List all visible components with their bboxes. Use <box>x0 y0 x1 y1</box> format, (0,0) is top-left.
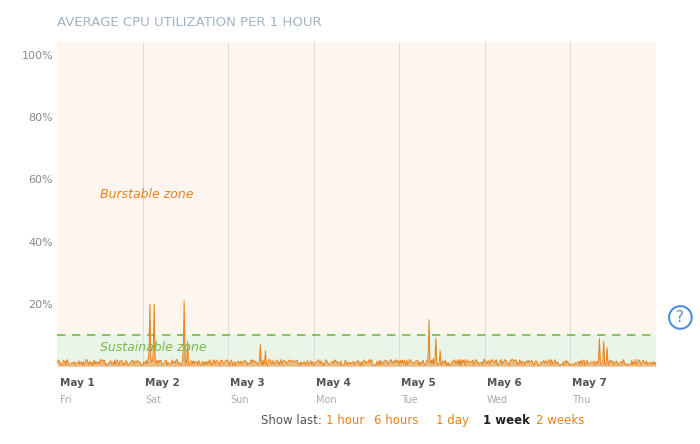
Text: Wed: Wed <box>487 395 508 405</box>
Text: May 2: May 2 <box>145 378 180 388</box>
Text: ?: ? <box>676 310 685 325</box>
Text: May 5: May 5 <box>402 378 436 388</box>
Text: Burstable zone: Burstable zone <box>100 188 194 202</box>
Text: 1 day: 1 day <box>436 414 469 427</box>
Text: May 1: May 1 <box>60 378 94 388</box>
Text: May 6: May 6 <box>487 378 522 388</box>
Text: 6 hours: 6 hours <box>374 414 419 427</box>
Text: Sat: Sat <box>145 395 161 405</box>
Text: Fri: Fri <box>60 395 71 405</box>
Text: May 7: May 7 <box>573 378 608 388</box>
Text: May 3: May 3 <box>230 378 265 388</box>
Text: AVERAGE CPU UTILIZATION PER 1 HOUR: AVERAGE CPU UTILIZATION PER 1 HOUR <box>57 16 322 28</box>
Text: Thu: Thu <box>573 395 591 405</box>
Text: 2 weeks: 2 weeks <box>536 414 584 427</box>
Bar <box>57 335 656 366</box>
Text: May 4: May 4 <box>316 378 351 388</box>
Text: 1 hour: 1 hour <box>326 414 364 427</box>
Text: Sun: Sun <box>230 395 249 405</box>
Text: Mon: Mon <box>316 395 337 405</box>
Text: Sustainable zone: Sustainable zone <box>100 341 206 354</box>
Text: 1 week: 1 week <box>483 414 530 427</box>
Text: Tue: Tue <box>402 395 418 405</box>
Text: Show last:: Show last: <box>261 414 322 427</box>
